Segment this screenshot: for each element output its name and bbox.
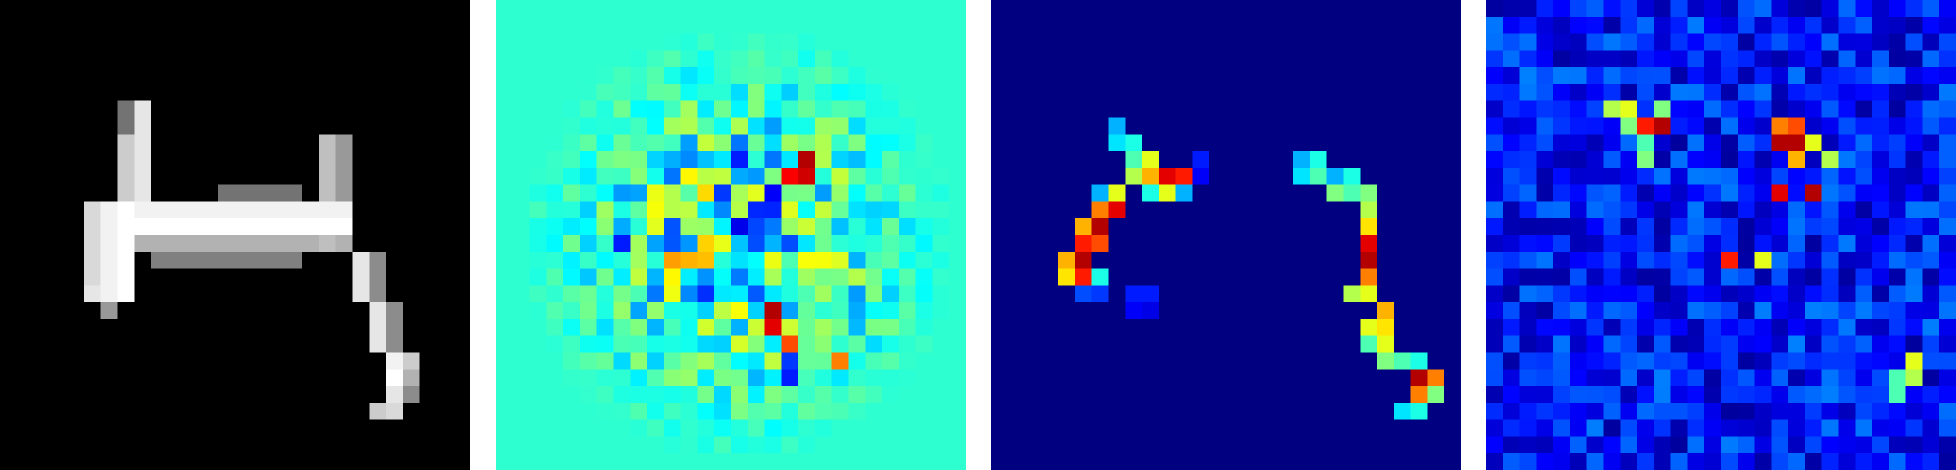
sparse-attribution-heatmap (991, 0, 1461, 470)
input-digit-image (0, 0, 470, 470)
noisy-attribution-canvas (1486, 0, 1956, 470)
sparse-attribution-canvas (991, 0, 1461, 470)
noisy-attribution-heatmap (1486, 0, 1956, 470)
input-digit-canvas (0, 0, 470, 470)
signed-attribution-heatmap (496, 0, 966, 470)
signed-attribution-canvas (496, 0, 966, 470)
